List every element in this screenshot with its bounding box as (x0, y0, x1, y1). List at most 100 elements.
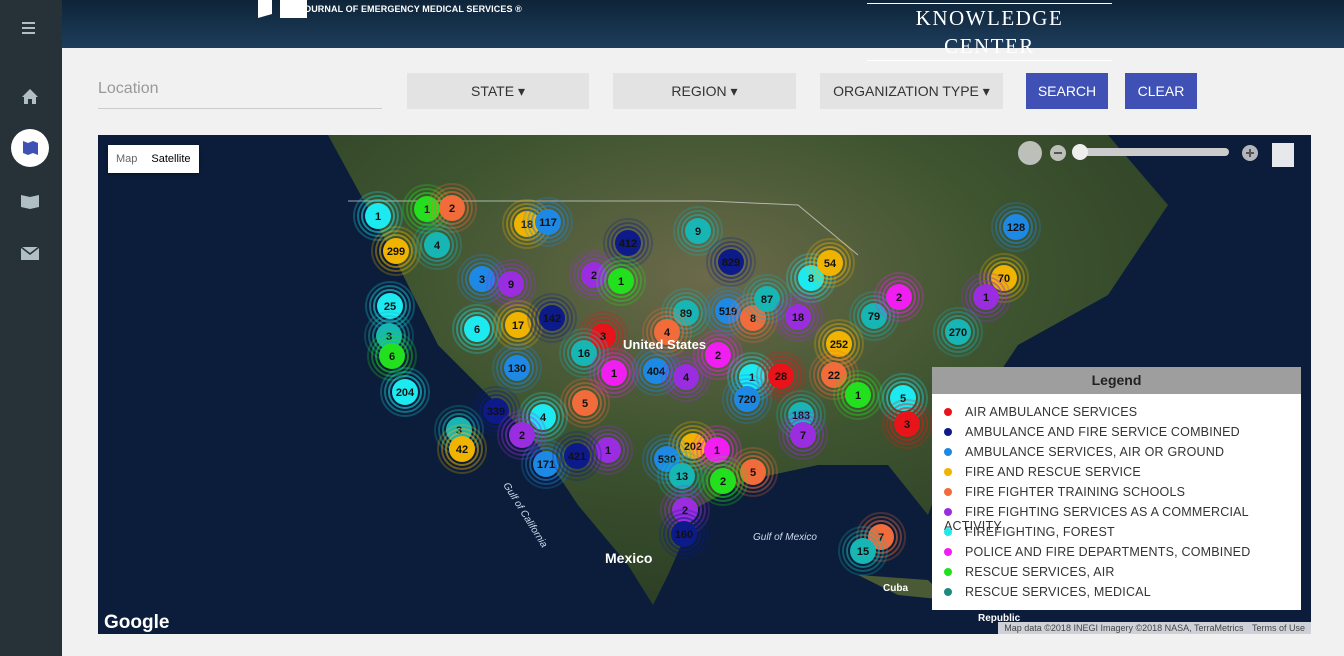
book-icon[interactable] (21, 195, 39, 209)
cluster-halo (437, 424, 487, 474)
cluster-marker[interactable]: 22 (809, 350, 859, 400)
cluster-marker[interactable]: 404 (631, 346, 681, 396)
cluster-marker[interactable]: 160 (659, 509, 709, 559)
cluster-marker[interactable]: 7 (778, 410, 828, 460)
cluster-marker[interactable]: 3 (882, 399, 932, 449)
cluster-marker[interactable]: 9 (486, 259, 536, 309)
cluster-circle (845, 382, 871, 408)
cluster-circle (483, 398, 509, 424)
cluster-halo (586, 319, 620, 353)
cluster-marker[interactable]: 421 (552, 431, 602, 481)
legend-label: AIR AMBULANCE SERVICES (965, 405, 1138, 419)
cluster-marker[interactable]: 1 (583, 425, 633, 475)
cluster-marker[interactable]: 6 (452, 304, 502, 354)
cluster-halo (750, 282, 784, 316)
cluster-halo (728, 293, 778, 343)
legend-item: FIRE AND RESCUE SERVICE (944, 465, 1141, 479)
search-button[interactable]: SEARCH (1026, 73, 1108, 109)
cluster-marker[interactable]: 270 (933, 307, 983, 357)
clear-button[interactable]: CLEAR (1125, 73, 1197, 109)
legend-item: FIREFIGHTING, FOREST (944, 525, 1115, 539)
cluster-marker[interactable]: 4 (412, 220, 462, 270)
cluster-marker[interactable]: 5 (728, 447, 778, 497)
cluster-count: 5 (750, 467, 756, 479)
cluster-count: 3 (904, 419, 910, 431)
cluster-marker[interactable]: 117 (523, 197, 573, 247)
organization-type-dropdown[interactable]: ORGANIZATION TYPE ▾ (820, 73, 1003, 109)
cluster-circle (379, 343, 405, 369)
cluster-marker[interactable]: 15 (838, 526, 888, 576)
cluster-circle (383, 238, 409, 264)
cluster-halo (420, 228, 454, 262)
cluster-marker[interactable]: 3 (457, 254, 507, 304)
terms-link[interactable]: Terms of Use (1251, 623, 1305, 633)
cluster-marker[interactable]: 17 (493, 300, 543, 350)
satellite-button[interactable]: Satellite (151, 153, 191, 165)
cluster-marker[interactable]: 9 (673, 206, 723, 256)
location-input[interactable]: Location (98, 80, 382, 109)
cluster-marker[interactable]: 54 (805, 238, 855, 288)
cluster-marker[interactable]: 28 (756, 351, 806, 401)
cluster-marker[interactable]: 8 (728, 293, 778, 343)
cluster-marker[interactable]: 1 (589, 348, 639, 398)
cluster-halo (460, 312, 494, 346)
cluster-marker[interactable]: 42 (437, 424, 487, 474)
cluster-halo (722, 374, 772, 424)
state-dropdown[interactable]: STATE ▾ (407, 73, 589, 109)
cluster-halo (604, 264, 638, 298)
map[interactable]: 1 1 2 18 117 9 299 4 412 829 128 3 9 2 1 8 54 70 25 6 17 142 3… (98, 135, 1311, 634)
cluster-marker[interactable]: 18 (773, 292, 823, 342)
map-button[interactable]: Map (116, 153, 138, 165)
legend-label: FIRE AND RESCUE SERVICE (965, 465, 1141, 479)
cluster-halo (842, 530, 884, 572)
cluster-marker[interactable]: 142 (527, 293, 577, 343)
cluster-halo (596, 256, 646, 306)
cluster-marker[interactable]: 299 (371, 226, 421, 276)
cluster-halo (445, 432, 479, 466)
attribution: Map data ©2018 INEGI Imagery ©2018 NASA,… (998, 622, 1311, 634)
region-dropdown[interactable]: REGION ▾ (613, 73, 796, 109)
cluster-marker[interactable]: 4 (661, 352, 711, 402)
cluster-halo (552, 431, 602, 481)
cluster-marker[interactable]: 4 (642, 307, 692, 357)
cluster-marker[interactable]: 204 (380, 367, 430, 417)
cluster-circle (785, 304, 811, 330)
cluster-count: 3 (479, 274, 485, 286)
cluster-marker[interactable]: 5 (560, 378, 610, 428)
menu-icon[interactable] (22, 22, 35, 24)
cluster-marker[interactable]: 128 (991, 202, 1041, 252)
cluster-marker[interactable]: 1 (833, 370, 883, 420)
cluster-marker[interactable]: 720 (722, 374, 772, 424)
cluster-marker[interactable]: 2 (698, 456, 748, 506)
cluster-marker[interactable]: 829 (706, 237, 756, 287)
cluster-marker[interactable]: 1 (402, 184, 452, 234)
cluster-marker[interactable]: 1 (353, 191, 403, 241)
zoom-controls[interactable] (1014, 140, 1294, 170)
cluster-marker[interactable]: 171 (521, 439, 571, 489)
cluster-circle (449, 436, 475, 462)
cluster-circle (392, 379, 418, 405)
cluster-marker[interactable]: 2 (874, 272, 924, 322)
cluster-marker[interactable]: 1 (596, 256, 646, 306)
cluster-halo (384, 371, 426, 413)
cluster-marker[interactable]: 130 (492, 343, 542, 393)
cluster-count: 6 (474, 324, 480, 336)
cluster-marker[interactable]: 4 (518, 392, 568, 442)
cluster-marker[interactable]: 2 (497, 410, 547, 460)
cluster-marker[interactable]: 6 (367, 331, 417, 381)
cluster-marker[interactable]: 412 (603, 218, 653, 268)
cluster-halo (560, 378, 610, 428)
cluster-count: 1 (424, 204, 430, 216)
cluster-marker[interactable]: 1 (961, 272, 1011, 322)
cluster-marker[interactable]: 79 (849, 291, 899, 341)
home-icon[interactable] (22, 89, 38, 104)
cluster-marker[interactable]: 87 (742, 274, 792, 324)
cluster-marker[interactable]: 89 (661, 288, 711, 338)
cluster-marker[interactable]: 339 (471, 386, 521, 436)
cluster-halo (357, 195, 399, 237)
cluster-marker[interactable]: 2 (693, 330, 743, 380)
cluster-marker[interactable]: 2 (427, 183, 477, 233)
cluster-halo (677, 210, 719, 252)
cluster-halo (890, 407, 924, 441)
cluster-marker[interactable]: 16 (559, 328, 609, 378)
